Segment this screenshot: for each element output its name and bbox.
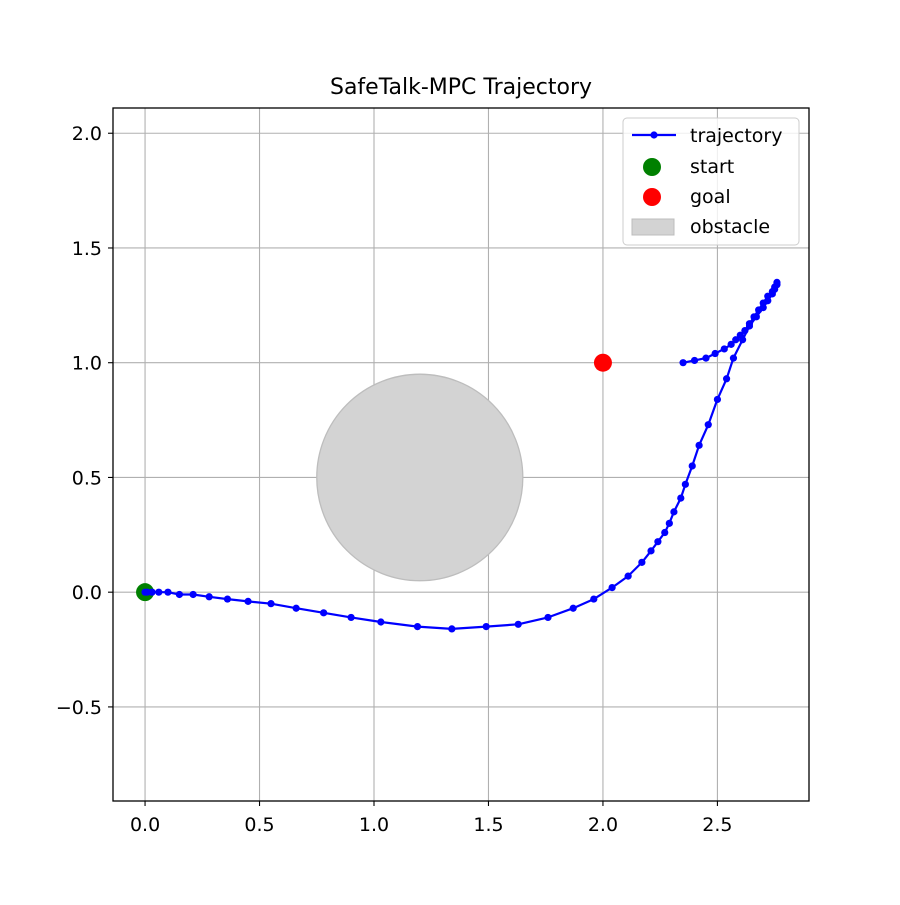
legend-label-obstacle: obstacle — [690, 216, 770, 238]
legend-obstacle-patch — [631, 218, 675, 236]
trajectory-point — [267, 600, 275, 608]
x-tick-label: 0.0 — [130, 814, 160, 836]
trajectory-point — [647, 547, 655, 555]
trajectory-point — [711, 349, 719, 358]
chart-title: SafeTalk-MPC Trajectory — [330, 75, 592, 100]
axis-ticks: 0.0 0.5 1.0 1.5 2.0 2.5 −0.5 0.0 0.5 1.0 1.5 2.0 — [56, 123, 733, 836]
trajectory-point — [590, 595, 598, 603]
trajectory-point — [175, 590, 183, 599]
trajectory-point — [624, 572, 632, 580]
trajectory-point — [244, 597, 252, 605]
legend: trajectory start goal obstacle — [622, 117, 800, 246]
legend-label-trajectory: trajectory — [690, 125, 782, 147]
trajectory-point — [320, 609, 328, 617]
y-tick-label: 1.0 — [72, 353, 102, 375]
trajectory-point — [155, 588, 163, 596]
goal-marker — [593, 353, 612, 372]
x-tick-label: 2.5 — [702, 814, 732, 836]
trajectory-point — [688, 462, 696, 470]
x-tick-label: 1.5 — [473, 814, 503, 836]
trajectory-point — [690, 356, 699, 365]
trajectory-point — [727, 340, 735, 348]
trajectory-point — [713, 395, 722, 404]
trajectory-point — [702, 354, 710, 362]
trajectory-point — [148, 588, 156, 596]
obstacle-circle — [316, 373, 524, 582]
trajectory-point — [759, 299, 767, 307]
plot-area — [136, 278, 781, 633]
trajectory-point — [695, 441, 703, 449]
trajectory-point — [741, 326, 749, 335]
trajectory-point — [292, 604, 300, 612]
legend-start-marker — [643, 158, 661, 176]
legend-label-goal: goal — [690, 186, 731, 208]
trajectory-point — [764, 292, 772, 300]
trajectory-point — [661, 528, 669, 537]
trajectory-point — [681, 480, 689, 488]
trajectory-point — [677, 494, 685, 502]
axes-frame — [112, 107, 810, 802]
y-tick-label: 0.0 — [72, 582, 102, 604]
x-tick-label: 2.0 — [588, 814, 618, 836]
trajectory-point — [608, 583, 616, 592]
trajectory-point — [569, 604, 577, 612]
trajectory-point — [482, 623, 490, 631]
trajectory-point — [205, 593, 213, 601]
legend-goal-marker — [643, 188, 661, 206]
trajectory-point — [732, 336, 740, 344]
trajectory-point — [670, 508, 678, 516]
trajectory-point — [722, 375, 731, 383]
x-tick-label: 1.0 — [359, 814, 389, 836]
trajectory-point — [679, 359, 687, 367]
trajectory-point — [189, 590, 197, 599]
trajectory-point — [745, 320, 754, 328]
trajectory-point — [544, 613, 552, 622]
trajectory-point — [729, 354, 738, 362]
trajectory-point — [448, 625, 456, 633]
trajectory-point — [164, 588, 172, 596]
trajectory-point — [755, 306, 763, 314]
y-tick-label: −0.5 — [56, 697, 102, 719]
trajectory-point — [736, 331, 744, 339]
trajectory-point — [654, 538, 662, 546]
trajectory-point — [514, 620, 522, 628]
y-tick-label: 1.5 — [72, 238, 102, 260]
trajectory-point — [720, 345, 728, 353]
trajectory-point — [768, 287, 776, 296]
trajectory-point — [665, 519, 673, 527]
y-tick-label: 0.5 — [72, 467, 102, 489]
trajectory-point — [223, 595, 232, 603]
trajectory-point — [413, 623, 422, 631]
trajectory-point — [750, 313, 758, 321]
trajectory-point — [347, 613, 355, 622]
legend-frame — [622, 117, 800, 246]
trajectory-point — [704, 421, 712, 429]
legend-label-start: start — [690, 156, 734, 178]
x-tick-label: 0.5 — [244, 814, 274, 836]
trajectory-point — [638, 558, 646, 566]
y-tick-label: 2.0 — [72, 123, 102, 145]
trajectory-point — [377, 618, 385, 626]
legend-trajectory-marker — [650, 131, 658, 139]
